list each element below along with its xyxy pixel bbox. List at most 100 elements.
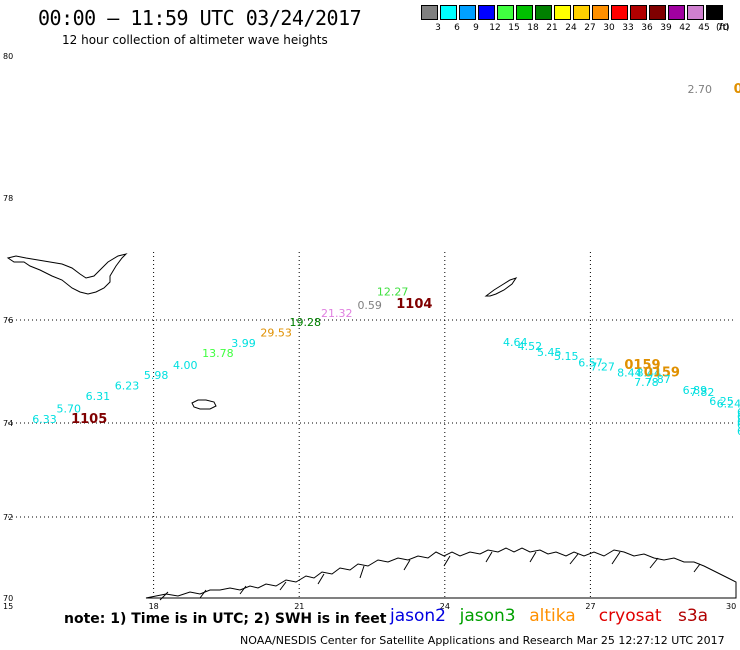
wave-height-value: 6.31	[86, 390, 111, 403]
legend-swatch	[706, 5, 723, 20]
wave-height-value: 6.23	[115, 380, 140, 393]
wave-height-value: 6.41	[737, 419, 740, 432]
satellite-name: jason2	[390, 606, 446, 626]
legend-swatch	[497, 5, 514, 20]
lon-label: 27	[585, 602, 595, 611]
legend-label: 12	[489, 23, 501, 33]
legend-swatch	[459, 5, 476, 20]
legend-label: 3	[435, 23, 441, 33]
legend-label: 24	[565, 23, 577, 33]
legend-swatch	[440, 5, 457, 20]
legend-label: 36	[641, 23, 653, 33]
lon-label: 18	[149, 602, 159, 611]
wave-height-value: 21.32	[321, 307, 353, 320]
satellite-name: cryosat	[598, 606, 662, 626]
wave-height-value: 4.64	[503, 336, 528, 349]
lat-label: 80	[3, 52, 13, 61]
legend-label: 42	[679, 23, 691, 33]
pass-time-label: 0159	[624, 358, 660, 373]
norway-coast	[145, 547, 737, 599]
credit-line: NOAA/NESDIS Center for Satellite Applica…	[240, 634, 725, 647]
wave-height-value: 29.53	[260, 326, 292, 339]
wave-height-value: 6.59	[737, 406, 740, 419]
legend-label: 27	[584, 23, 596, 33]
norway-fjords	[159, 551, 701, 601]
wave-height-value: 0.59	[357, 299, 382, 312]
lat-label: 72	[3, 513, 13, 522]
page-subtitle: 12 hour collection of altimeter wave hei…	[62, 33, 328, 47]
legend-label: 45	[698, 23, 710, 33]
wave-height-value: 12.27	[377, 286, 409, 299]
svalbard-coast	[6, 253, 128, 295]
wave-height-value: 7.87	[646, 373, 671, 386]
wave-height-value: 8.44	[617, 367, 642, 380]
wave-height-value: 6.38	[737, 425, 740, 438]
legend-swatch	[535, 5, 552, 20]
wave-height-value: 6.97	[737, 415, 740, 428]
lon-label: 30	[726, 602, 736, 611]
pass-time-label: 0159	[644, 366, 680, 381]
legend-label: 6	[454, 23, 460, 33]
lat-label: 74	[3, 419, 13, 428]
legend-swatch	[687, 5, 704, 20]
wave-height-value: 6.57	[578, 356, 603, 369]
wave-height-value: 8.44	[637, 367, 662, 380]
wave-height-value: 4.52	[518, 340, 543, 353]
wave-height-value: 13.78	[202, 347, 234, 360]
legend-label: 30	[603, 23, 615, 33]
legend-swatch	[668, 5, 685, 20]
wave-height-value: 3.99	[231, 337, 256, 350]
legend-swatch	[649, 5, 666, 20]
legend-label: 15	[508, 23, 520, 33]
pass-time-label: 1104	[396, 297, 432, 312]
lat-label: 78	[3, 194, 13, 203]
lon-label: 24	[440, 602, 450, 611]
footnote: note: 1) Time is in UTC; 2) SWH is in fe…	[64, 611, 387, 627]
lon-label: 21	[294, 602, 304, 611]
wave-height-value: 4.00	[173, 359, 198, 372]
wave-height-value: 6.25	[709, 395, 734, 408]
legend-swatch	[516, 5, 533, 20]
wave-height-value: 19.28	[289, 316, 321, 329]
legend-label: 18	[527, 23, 539, 33]
wave-height-value: 6.33	[32, 413, 57, 426]
legend-label: 39	[660, 23, 672, 33]
legend-swatch	[573, 5, 590, 20]
legend-swatch	[554, 5, 571, 20]
legend-label: 21	[546, 23, 558, 33]
legend-swatch	[611, 5, 628, 20]
wave-height-value: 7.27	[590, 360, 615, 373]
hopen-island	[484, 277, 518, 297]
wave-height-value: 6.89	[683, 384, 708, 397]
bear-island	[191, 399, 217, 410]
legend-swatch	[592, 5, 609, 20]
legend-swatch	[630, 5, 647, 20]
lon-label: 15	[3, 602, 13, 611]
wave-height-value: 6.24	[717, 398, 740, 411]
legend-swatch	[478, 5, 495, 20]
satellite-name: s3a	[678, 606, 709, 626]
satellite-name: jason3	[459, 606, 516, 626]
lat-label: 76	[3, 316, 13, 325]
wave-height-value: 2.70	[687, 83, 712, 96]
wave-height-value: 5.70	[57, 403, 82, 416]
legend-unit: (ft)	[716, 23, 730, 33]
wave-height-value: 6.15	[737, 410, 740, 423]
page-title: 00:00 – 11:59 UTC 03/24/2017	[38, 6, 362, 30]
legend-label: 33	[622, 23, 634, 33]
wave-height-value: 5.45	[537, 346, 562, 359]
coastlines	[6, 253, 737, 601]
satellite-name: altika	[529, 606, 576, 626]
wave-height-value: 7.82	[690, 386, 715, 399]
legend-label: 70	[717, 23, 729, 33]
wave-height-value: 5.98	[144, 369, 169, 382]
pass-time-label: 1105	[71, 412, 107, 427]
pass-time-label: 0020	[734, 82, 740, 97]
legend-label: 9	[473, 23, 479, 33]
wave-height-value: 5.15	[554, 350, 579, 363]
lat-label: 70	[3, 594, 13, 603]
wave-height-value: 7.78	[634, 376, 659, 389]
